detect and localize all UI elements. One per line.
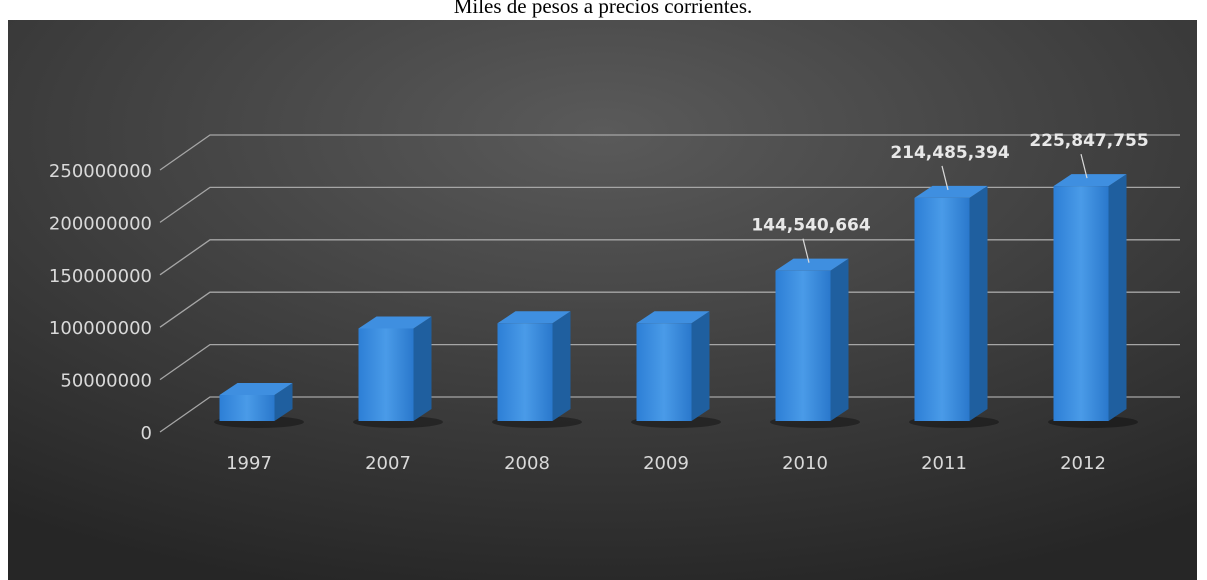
- y-tick-label: 0: [141, 423, 152, 444]
- bar-top: [636, 311, 710, 324]
- y-tick-label: 250000000: [49, 161, 152, 182]
- grid-line: [159, 186, 1180, 223]
- bar-side: [274, 383, 293, 421]
- grid-line: [159, 239, 1180, 276]
- y-tick-label: 150000000: [49, 266, 152, 287]
- data-label: 214,485,394: [890, 143, 1010, 163]
- x-tick-label: 2009: [643, 453, 689, 474]
- leader-line: [802, 238, 810, 263]
- bar: [219, 395, 275, 421]
- bar: [358, 328, 414, 421]
- x-tick-label: 2008: [504, 453, 550, 474]
- bar-top: [497, 311, 571, 324]
- x-tick-label: 2011: [921, 453, 967, 474]
- leader-line: [941, 165, 949, 191]
- data-label: 225,847,755: [1029, 131, 1148, 151]
- bar-top: [219, 383, 293, 395]
- x-tick-label: 2010: [782, 453, 828, 474]
- bar-side: [1108, 174, 1127, 421]
- grid-line: [159, 134, 1180, 171]
- bar: [636, 323, 692, 421]
- y-tick-label: 200000000: [49, 213, 152, 234]
- x-tick-label: 1997: [226, 453, 272, 474]
- x-tick-label: 2007: [365, 453, 411, 474]
- chart-title: Miles de pesos a precios corrientes.: [454, 0, 753, 18]
- bar-side: [969, 185, 988, 421]
- data-label: 144,540,664: [751, 216, 871, 236]
- grid-line: [159, 343, 1180, 381]
- plot-background: [8, 20, 1197, 580]
- x-tick-label: 2012: [1060, 453, 1106, 474]
- bar-side: [552, 311, 571, 421]
- y-tick-label: 100000000: [49, 318, 152, 339]
- bar-top: [1053, 174, 1127, 187]
- bar: [497, 323, 553, 421]
- bar: [775, 270, 831, 421]
- bar-top: [358, 316, 432, 329]
- bar: [1053, 186, 1109, 421]
- leader-line: [1080, 153, 1088, 179]
- grid-line: [159, 396, 1180, 433]
- grid-line: [159, 291, 1180, 328]
- y-tick-label: 50000000: [60, 371, 152, 392]
- bar-side: [830, 258, 849, 421]
- bar: [914, 197, 970, 421]
- bar-top: [775, 258, 849, 271]
- bar-top: [914, 185, 988, 198]
- bar-side: [691, 311, 710, 421]
- bar-side: [413, 316, 432, 421]
